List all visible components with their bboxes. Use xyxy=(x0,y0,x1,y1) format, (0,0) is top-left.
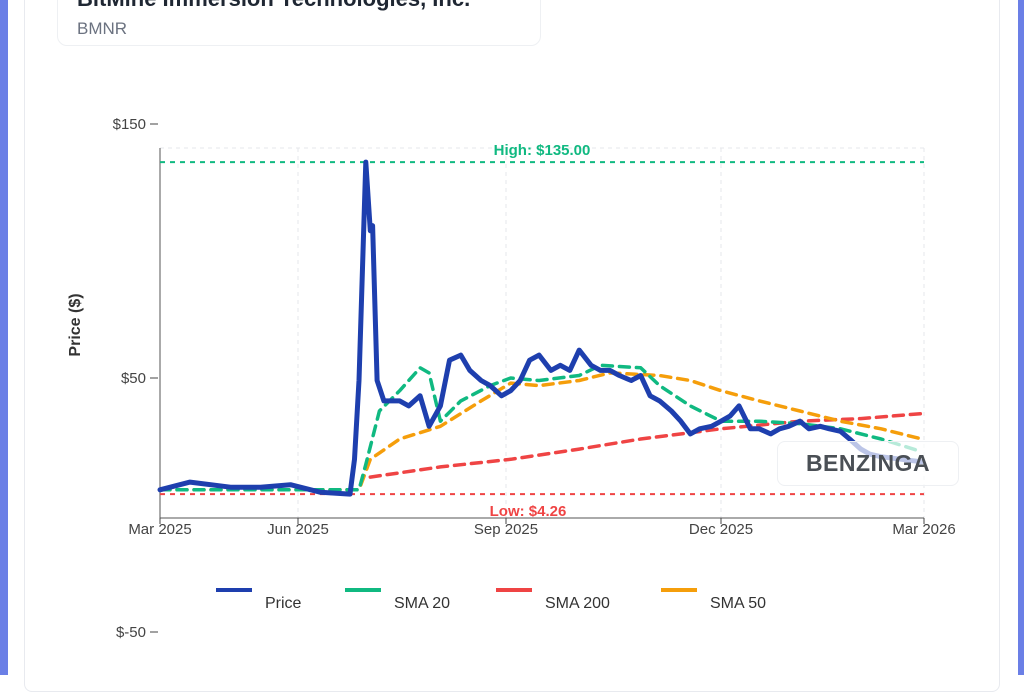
right-accent-border xyxy=(1018,0,1024,675)
low-label: Low: $4.26 xyxy=(490,503,567,520)
x-tick-label: Sep 2025 xyxy=(474,521,538,538)
legend-label: SMA 20 xyxy=(394,595,450,612)
x-tick-label: Jun 2025 xyxy=(267,521,329,538)
price-chart: $150 $50 $-50 Mar 2025 Jun 2025 Sep 2025 Dec 2… xyxy=(67,116,956,641)
ticker-symbol: BMNR xyxy=(77,19,128,38)
x-tick-label: Mar 2026 xyxy=(892,521,955,538)
legend-label: SMA 50 xyxy=(710,595,766,612)
x-tick-label: Mar 2025 xyxy=(128,521,191,538)
series-line-price xyxy=(157,159,925,497)
legend-item[interactable]: SMA 200 xyxy=(496,588,610,612)
y-tick-label: $50 xyxy=(121,370,146,387)
series-line-sma-50 xyxy=(158,371,924,492)
series-line-sma-20 xyxy=(158,363,924,492)
high-label: High: $135.00 xyxy=(494,142,591,159)
benzinga-watermark: BENZINGA xyxy=(777,441,959,486)
legend-item[interactable]: SMA 20 xyxy=(345,588,450,612)
y-axis-title: Price ($) xyxy=(67,293,84,356)
chart-panel xyxy=(24,0,1000,692)
y-tick-label: $150 xyxy=(113,116,146,133)
legend-item[interactable]: Price xyxy=(216,588,302,612)
series-line-sma-200 xyxy=(368,411,924,479)
y-tick-label: $-50 xyxy=(116,624,146,641)
legend-label: Price xyxy=(265,595,302,612)
company-name: BitMine Immersion Technologies, Inc. xyxy=(77,0,470,12)
x-tick-label: Dec 2025 xyxy=(689,521,753,538)
legend-label: SMA 200 xyxy=(545,595,610,612)
left-accent-border xyxy=(0,0,8,675)
company-header-card xyxy=(57,0,541,46)
legend-item[interactable]: SMA 50 xyxy=(661,588,766,612)
